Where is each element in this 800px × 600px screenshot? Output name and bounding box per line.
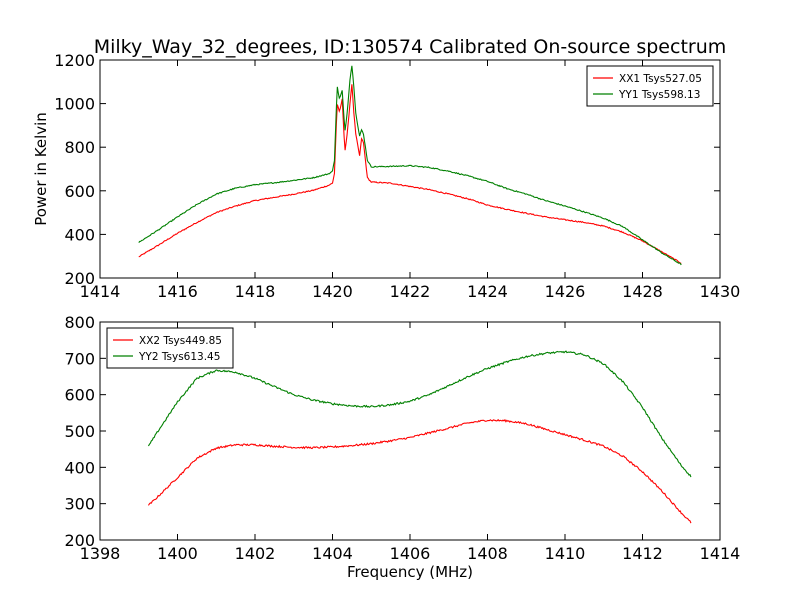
x-tick-label: 1422 — [390, 282, 431, 301]
y-tick-label: 400 — [64, 458, 95, 477]
y-tick-label: 600 — [64, 386, 95, 405]
series-line-yy — [138, 65, 682, 266]
x-tick-label: 1408 — [467, 544, 508, 563]
x-tick-label: 1412 — [622, 544, 663, 563]
series-line-yy — [147, 350, 692, 478]
y-tick-label: 200 — [64, 531, 95, 550]
legend: XX2 Tsys449.85 YY2 Tsys613.45 — [106, 327, 234, 369]
x-tick-label: 1410 — [545, 544, 586, 563]
legend-label: XX2 Tsys449.85 — [139, 335, 222, 347]
y-tick-label: 1000 — [54, 95, 95, 114]
y-tick-label: 800 — [64, 138, 95, 157]
x-tick-label: 1426 — [545, 282, 586, 301]
y-tick-label: 300 — [64, 495, 95, 514]
x-axis-title: Frequency (MHz) — [347, 563, 473, 581]
bottom-panel: 1398 1400 1402 1404 1406 1408 1410 1412 1414 200 3… — [64, 313, 740, 581]
x-tick-label: 1418 — [235, 282, 276, 301]
x-tick-label: 1430 — [700, 282, 741, 301]
x-tick-label: 1402 — [235, 544, 276, 563]
top-panel: 1414 1416 1418 1420 1422 1424 1426 1428 1430 200 4… — [32, 51, 740, 301]
x-tick-label: 1398 — [80, 544, 121, 563]
series-group — [138, 65, 682, 266]
x-tick-label: 1420 — [312, 282, 353, 301]
y-tick-label: 500 — [64, 422, 95, 441]
x-tick-label: 1400 — [157, 544, 198, 563]
y-tick-label: 800 — [64, 313, 95, 332]
y-tick-label: 700 — [64, 349, 95, 368]
x-tick-label: 1404 — [312, 544, 353, 563]
y-tick-label: 200 — [64, 269, 95, 288]
series-line-xx — [147, 418, 692, 524]
x-tick-label: 1414 — [700, 544, 741, 563]
x-tick-label: 1406 — [390, 544, 431, 563]
x-tick-label: 1424 — [467, 282, 508, 301]
x-tick-label: 1428 — [622, 282, 663, 301]
figure-title: Milky_Way_32_degrees, ID:130574 Calibrat… — [94, 36, 727, 58]
y-tick-label: 600 — [64, 182, 95, 201]
y-tick-label: 1200 — [54, 51, 95, 70]
x-tick-label: 1416 — [157, 282, 198, 301]
y-axis-title: Power in Kelvin — [32, 112, 50, 226]
legend-label: YY2 Tsys613.45 — [138, 351, 220, 363]
legend-box — [586, 65, 714, 107]
y-tick-label: 400 — [64, 225, 95, 244]
series-line-xx — [138, 84, 682, 264]
legend-label: XX1 Tsys527.05 — [619, 73, 702, 85]
legend-label: YY1 Tsys598.13 — [618, 89, 700, 101]
series-group — [147, 350, 692, 524]
legend-box — [106, 327, 234, 369]
legend: XX1 Tsys527.05 YY1 Tsys598.13 — [586, 65, 714, 107]
x-tick-label: 1414 — [80, 282, 121, 301]
